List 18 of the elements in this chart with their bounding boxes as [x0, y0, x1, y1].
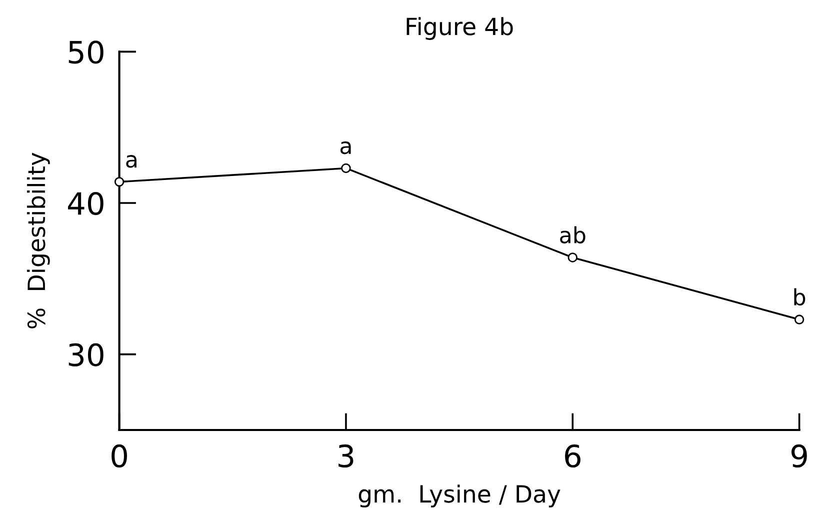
x-tick-label: 9	[792, 444, 807, 468]
point	[794, 314, 804, 324]
chart-title: Figure 4b	[406, 17, 513, 40]
x-tick-label: 6	[565, 444, 580, 468]
annotation: ab	[560, 226, 586, 244]
y-axis-title: % Digestibility	[27, 152, 50, 328]
y-tick-label: 30	[68, 343, 104, 366]
y-tick-label: 40	[68, 192, 104, 216]
x-tick-label: 3	[338, 444, 354, 468]
point	[568, 252, 578, 262]
point	[114, 176, 124, 187]
annotation: a	[126, 155, 136, 168]
annotation: a	[340, 141, 351, 154]
x-axis-title: gm. Lysine / Day	[358, 484, 560, 508]
y-tick-label: 50	[68, 40, 104, 64]
point	[341, 163, 351, 174]
annotation: b	[794, 288, 806, 306]
x-tick-label: 0	[112, 444, 127, 468]
